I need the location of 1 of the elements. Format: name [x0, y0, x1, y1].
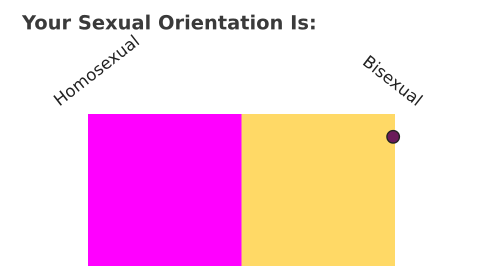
chart-title: Your Sexual Orientation Is: [22, 14, 315, 30]
